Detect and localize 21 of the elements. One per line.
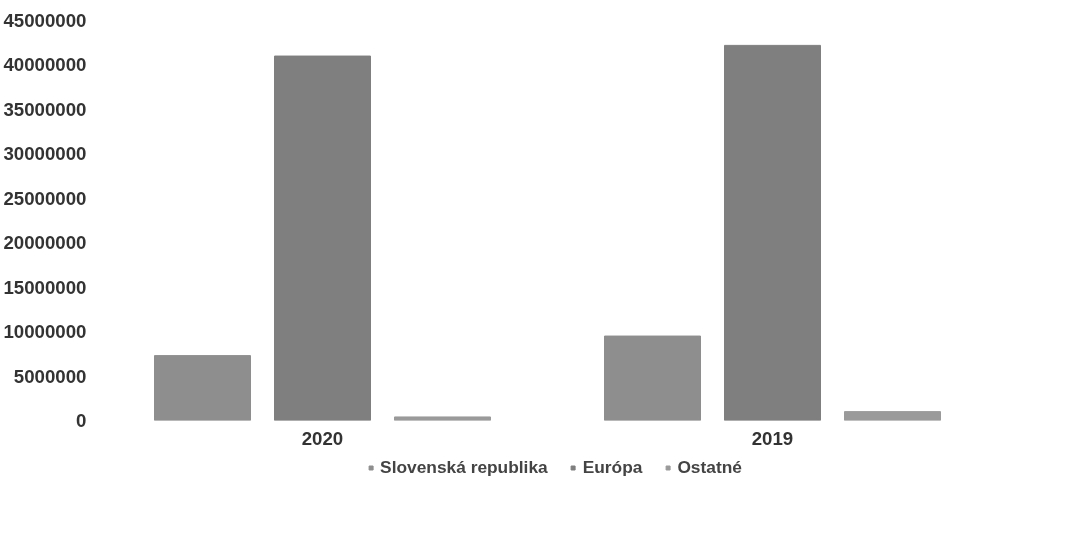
y-tick-label: 35000000 [3, 98, 87, 120]
bar [724, 44, 821, 421]
bar [604, 335, 701, 421]
y-tick-label: 5000000 [13, 365, 87, 387]
y-tick-label: 15000000 [3, 276, 87, 298]
y-tick-label: 30000000 [3, 143, 87, 165]
x-tick-label: 2020 [301, 427, 344, 449]
y-tick-label: 40000000 [3, 54, 87, 76]
bar [154, 355, 251, 421]
bar [394, 416, 491, 421]
x-tick-label: 2019 [751, 427, 794, 449]
y-tick-label: 45000000 [3, 10, 87, 31]
y-tick-label: 0 [76, 410, 87, 431]
bar [274, 55, 371, 421]
legend-label: Slovenská republika [380, 456, 548, 478]
y-tick-label: 10000000 [3, 321, 87, 343]
y-tick-label: 20000000 [3, 232, 87, 254]
legend-label: Európa [582, 456, 643, 478]
y-tick-label: 25000000 [3, 187, 87, 209]
bar [844, 411, 941, 421]
legend-label: Ostatné [677, 456, 742, 478]
